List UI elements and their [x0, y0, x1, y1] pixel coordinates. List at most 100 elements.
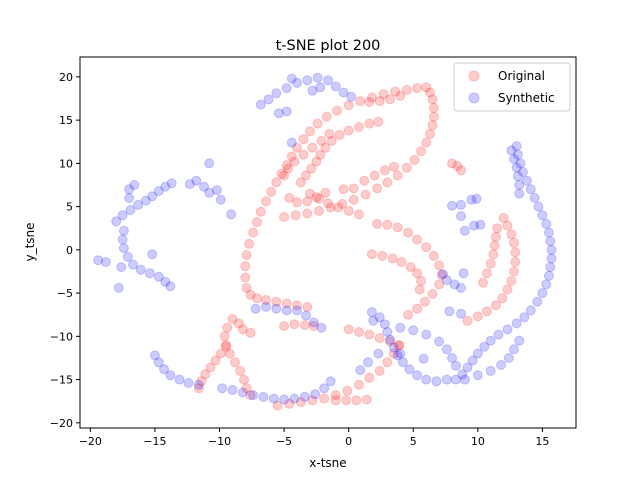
point-synthetic-100 — [159, 364, 169, 375]
point-original-172 — [490, 300, 501, 311]
point-synthetic-81 — [165, 281, 176, 292]
x-tick-label: 0 — [345, 435, 352, 448]
point-original-11 — [304, 126, 315, 137]
point-original-100 — [224, 348, 235, 359]
point-original-155 — [374, 333, 385, 344]
point-synthetic-97 — [226, 209, 237, 220]
point-original-157 — [394, 340, 404, 351]
point-synthetic-139 — [273, 108, 284, 119]
point-original-21 — [252, 217, 262, 228]
point-original-150 — [416, 276, 426, 286]
point-synthetic-123 — [308, 317, 319, 328]
point-original-144 — [366, 249, 377, 260]
point-original-104 — [241, 383, 252, 394]
point-original-182 — [478, 277, 488, 288]
point-original-73 — [316, 135, 327, 146]
point-original-37 — [428, 103, 439, 113]
point-original-127 — [341, 395, 352, 406]
point-original-40 — [425, 129, 435, 139]
point-original-131 — [382, 219, 393, 230]
point-synthetic-162 — [395, 348, 406, 359]
point-synthetic-106 — [227, 384, 238, 395]
point-original-58 — [374, 96, 385, 107]
point-original-50 — [337, 199, 348, 209]
point-original-12 — [298, 134, 309, 145]
point-synthetic-85 — [116, 262, 127, 273]
point-original-105 — [245, 390, 256, 401]
point-synthetic-31 — [506, 145, 517, 156]
point-original-17 — [271, 177, 282, 188]
point-synthetic-110 — [268, 393, 279, 404]
point-synthetic-99 — [153, 357, 164, 368]
x-axis-label: x-tsne — [309, 456, 346, 470]
point-original-69 — [306, 163, 317, 174]
point-synthetic-91 — [191, 175, 202, 186]
point-synthetic-148 — [475, 219, 486, 230]
point-synthetic-17 — [537, 288, 548, 299]
point-original-116 — [307, 395, 318, 406]
point-original-25 — [240, 261, 251, 272]
point-synthetic-52 — [496, 359, 507, 370]
point-synthetic-103 — [183, 378, 194, 388]
point-original-112 — [221, 341, 231, 352]
point-original-33 — [292, 300, 302, 311]
point-original-32 — [281, 298, 292, 309]
point-synthetic-19 — [525, 305, 536, 316]
point-original-87 — [323, 198, 333, 209]
point-synthetic-150 — [438, 269, 448, 280]
point-original-185 — [456, 165, 466, 176]
point-synthetic-35 — [514, 180, 525, 190]
point-synthetic-0 — [511, 141, 522, 152]
point-original-28 — [245, 289, 256, 300]
point-original-49 — [348, 194, 359, 205]
point-original-7 — [343, 100, 354, 111]
point-synthetic-23 — [493, 329, 504, 340]
legend-label-synthetic: Synthetic — [498, 91, 555, 105]
point-synthetic-117 — [250, 303, 261, 314]
point-synthetic-142 — [447, 200, 457, 211]
point-synthetic-46 — [382, 327, 393, 337]
point-original-53 — [302, 208, 313, 219]
point-synthetic-33 — [511, 162, 522, 173]
point-original-167 — [510, 257, 521, 267]
point-synthetic-152 — [449, 279, 460, 290]
point-synthetic-74 — [118, 243, 129, 254]
point-synthetic-21 — [511, 318, 522, 329]
y-tick-label: 5 — [66, 201, 73, 214]
point-original-39 — [427, 120, 438, 131]
point-original-187 — [237, 324, 248, 335]
point-synthetic-45 — [385, 334, 395, 345]
point-synthetic-154 — [456, 282, 466, 293]
point-original-140 — [427, 289, 438, 299]
point-synthetic-36 — [514, 188, 525, 199]
point-synthetic-58 — [421, 329, 432, 340]
point-original-149 — [412, 268, 423, 279]
point-synthetic-83 — [124, 184, 135, 195]
point-original-145 — [377, 250, 388, 261]
legend-label-original: Original — [498, 69, 545, 83]
point-synthetic-48 — [374, 312, 385, 323]
point-original-29 — [252, 293, 262, 304]
point-original-132 — [392, 222, 403, 233]
point-original-123 — [382, 357, 393, 368]
point-synthetic-94 — [211, 185, 222, 196]
point-synthetic-129 — [292, 77, 302, 88]
point-synthetic-30 — [450, 374, 461, 385]
x-tick-label: −15 — [143, 435, 166, 448]
point-original-42 — [416, 146, 426, 157]
point-original-15 — [281, 160, 292, 171]
point-synthetic-137 — [315, 82, 326, 93]
point-synthetic-102 — [174, 374, 185, 385]
point-original-55 — [279, 212, 290, 222]
point-synthetic-1 — [512, 149, 523, 160]
point-original-147 — [396, 257, 407, 267]
point-original-6 — [355, 96, 366, 107]
point-synthetic-115 — [319, 383, 330, 394]
series-synthetic — [93, 72, 557, 405]
x-axis-ticks: −20 −15 −10 −5 0 5 10 15 — [79, 428, 549, 448]
point-original-3 — [390, 86, 401, 97]
point-original-183 — [447, 158, 457, 169]
point-synthetic-39 — [421, 374, 432, 385]
point-synthetic-155 — [444, 306, 455, 317]
point-original-10 — [312, 118, 323, 129]
